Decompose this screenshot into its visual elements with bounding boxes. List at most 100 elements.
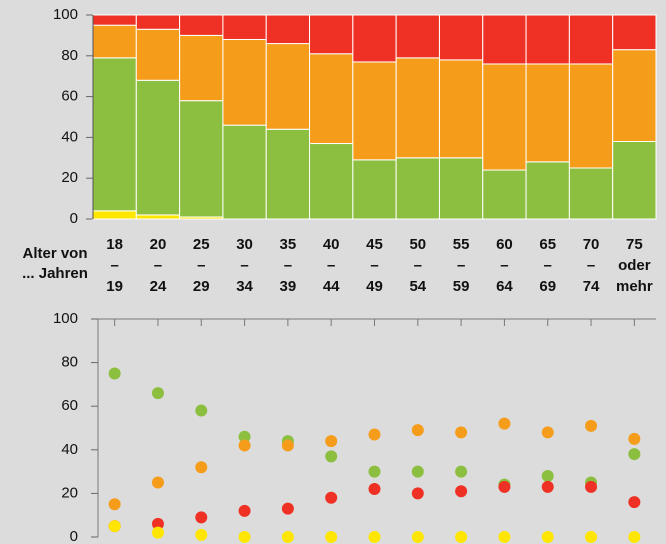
bar-segment bbox=[482, 63, 527, 171]
y-tick-label: 40 bbox=[61, 441, 78, 458]
dot bbox=[455, 465, 468, 478]
bar-segment bbox=[395, 157, 440, 220]
dot bbox=[325, 450, 338, 463]
dot bbox=[541, 426, 554, 439]
bar-segment bbox=[265, 14, 311, 45]
dot bbox=[455, 531, 468, 543]
dot bbox=[411, 424, 424, 437]
y-tick-label: 60 bbox=[61, 88, 78, 105]
dot bbox=[325, 435, 338, 448]
y-tick-label: 0 bbox=[70, 528, 78, 544]
x-tick-label: 30 bbox=[236, 236, 253, 253]
x-tick-label: – bbox=[587, 257, 595, 274]
bar-segment bbox=[568, 63, 614, 169]
dot bbox=[195, 511, 208, 524]
bar-segment bbox=[352, 61, 397, 161]
x-tick-label: – bbox=[414, 257, 422, 274]
dot bbox=[281, 502, 294, 515]
dot bbox=[411, 487, 424, 500]
x-tick-label: – bbox=[457, 257, 465, 274]
dot bbox=[238, 439, 251, 452]
x-tick-label: – bbox=[240, 257, 248, 274]
bar-segment bbox=[135, 79, 181, 216]
dot bbox=[151, 526, 164, 539]
bar-segment bbox=[92, 210, 137, 220]
y-tick-label: 20 bbox=[61, 169, 78, 186]
dot bbox=[628, 448, 641, 461]
bar-segment bbox=[395, 14, 440, 59]
x-tick-label: 39 bbox=[280, 278, 297, 295]
x-tick-label: 59 bbox=[453, 278, 470, 295]
y-tick-label: 60 bbox=[61, 397, 78, 414]
bar-segment bbox=[265, 128, 311, 220]
bar-segment bbox=[525, 161, 570, 220]
dot bbox=[281, 439, 294, 452]
dot bbox=[498, 480, 511, 493]
dot bbox=[541, 469, 554, 482]
bar-segment bbox=[309, 53, 354, 145]
bar-segment bbox=[135, 14, 181, 30]
bar-segment bbox=[568, 167, 614, 220]
bar-segment bbox=[352, 159, 397, 220]
dot bbox=[628, 496, 641, 509]
dot bbox=[541, 531, 554, 543]
x-tick-label: 35 bbox=[280, 236, 297, 253]
x-tick-label: 54 bbox=[409, 278, 426, 295]
dot bbox=[325, 531, 338, 543]
x-tick-label: – bbox=[370, 257, 378, 274]
y-tick-label: 40 bbox=[61, 128, 78, 145]
dot bbox=[541, 480, 554, 493]
dot bbox=[585, 531, 598, 543]
bar-segment bbox=[135, 28, 181, 81]
dot bbox=[281, 531, 294, 543]
dot bbox=[368, 531, 381, 543]
x-tick-label: – bbox=[197, 257, 205, 274]
x-tick-label: 40 bbox=[323, 236, 340, 253]
bar-segment bbox=[222, 38, 267, 126]
bar-segment bbox=[612, 140, 657, 220]
x-tick-label: 19 bbox=[106, 278, 123, 295]
x-axis-label: ... Jahren bbox=[22, 265, 88, 282]
dot bbox=[498, 417, 511, 430]
bar-segment bbox=[179, 14, 224, 36]
x-tick-label: 18 bbox=[106, 236, 123, 253]
y-tick-label: 100 bbox=[53, 6, 78, 23]
x-tick-label: 74 bbox=[583, 278, 600, 295]
y-tick-label: 0 bbox=[70, 210, 78, 227]
bar-segment bbox=[568, 14, 614, 65]
bar-segment bbox=[482, 14, 527, 65]
dot bbox=[368, 465, 381, 478]
dot bbox=[411, 531, 424, 543]
y-tick-label: 80 bbox=[61, 47, 78, 64]
dot bbox=[585, 419, 598, 432]
dot bbox=[195, 528, 208, 541]
bar-segment bbox=[179, 34, 224, 102]
x-tick-label: 65 bbox=[539, 236, 556, 253]
bar-segment bbox=[612, 49, 657, 142]
bar-segment bbox=[438, 157, 484, 220]
x-tick-label: 75 bbox=[626, 236, 643, 253]
bar-segment bbox=[135, 214, 181, 220]
dot bbox=[455, 426, 468, 439]
x-tick-label: 34 bbox=[236, 278, 253, 295]
bar-segment bbox=[482, 169, 527, 220]
bar-segment bbox=[612, 14, 657, 51]
bar-segment bbox=[309, 143, 354, 220]
dot bbox=[238, 430, 251, 443]
x-tick-label: 25 bbox=[193, 236, 210, 253]
dot bbox=[455, 485, 468, 498]
bar-segment bbox=[222, 14, 267, 40]
y-tick-label: 80 bbox=[61, 354, 78, 371]
bar-segment bbox=[92, 57, 137, 212]
dot bbox=[238, 504, 251, 517]
x-tick-label: oder bbox=[618, 257, 651, 274]
dot bbox=[151, 517, 164, 530]
dot bbox=[195, 404, 208, 417]
x-tick-label: 70 bbox=[583, 236, 600, 253]
x-tick-label: – bbox=[327, 257, 335, 274]
dot bbox=[238, 531, 251, 543]
x-tick-label: 44 bbox=[323, 278, 340, 295]
dot bbox=[498, 531, 511, 543]
dot bbox=[108, 367, 121, 380]
